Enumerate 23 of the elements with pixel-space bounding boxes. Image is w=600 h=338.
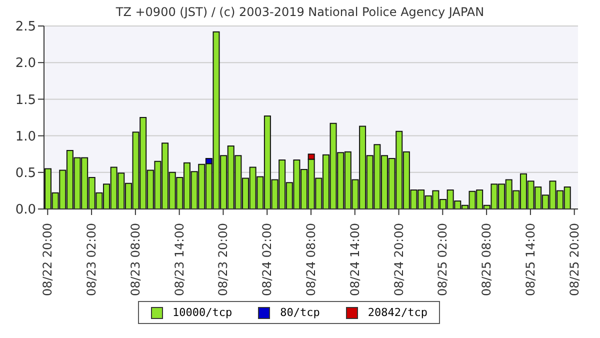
chart-title: TZ +0900 (JST) / (c) 2003-2019 National Police Agency JAPAN xyxy=(114,4,486,20)
x-tick-label: 08/24 20:00 xyxy=(392,223,406,296)
legend-label: 20842/tcp xyxy=(366,306,428,319)
y-tick-label: 2.0 xyxy=(15,56,36,72)
legend-label: 10000/tcp xyxy=(172,306,232,319)
x-tick-label: 08/24 02:00 xyxy=(260,223,274,296)
y-tick-label: 1.5 xyxy=(15,92,36,108)
x-tick-label: 08/24 14:00 xyxy=(348,223,362,296)
x-tick-label: 08/22 20:00 xyxy=(40,223,55,296)
y-tick-label: 0.5 xyxy=(15,166,36,182)
x-tick-label: 08/24 08:00 xyxy=(304,223,318,296)
y-tick-label: 0.0 xyxy=(15,202,36,218)
x-tick-label: 08/25 02:00 xyxy=(436,223,450,296)
x-tick-label: 08/23 20:00 xyxy=(216,223,230,296)
x-tick-label: 08/23 08:00 xyxy=(128,223,142,296)
y-tick-label: 2.5 xyxy=(15,20,36,35)
x-tick-label: 08/23 02:00 xyxy=(84,223,99,296)
x-tick-label: 08/23 14:00 xyxy=(172,223,186,296)
y-tick-label: 1.0 xyxy=(15,129,36,144)
x-tick-label: 08/25 08:00 xyxy=(480,223,494,296)
x-tick-label: 08/25 20:00 xyxy=(567,223,582,296)
legend-label: 80/tcp xyxy=(279,306,320,319)
x-tick-label: 08/25 14:00 xyxy=(523,223,538,296)
